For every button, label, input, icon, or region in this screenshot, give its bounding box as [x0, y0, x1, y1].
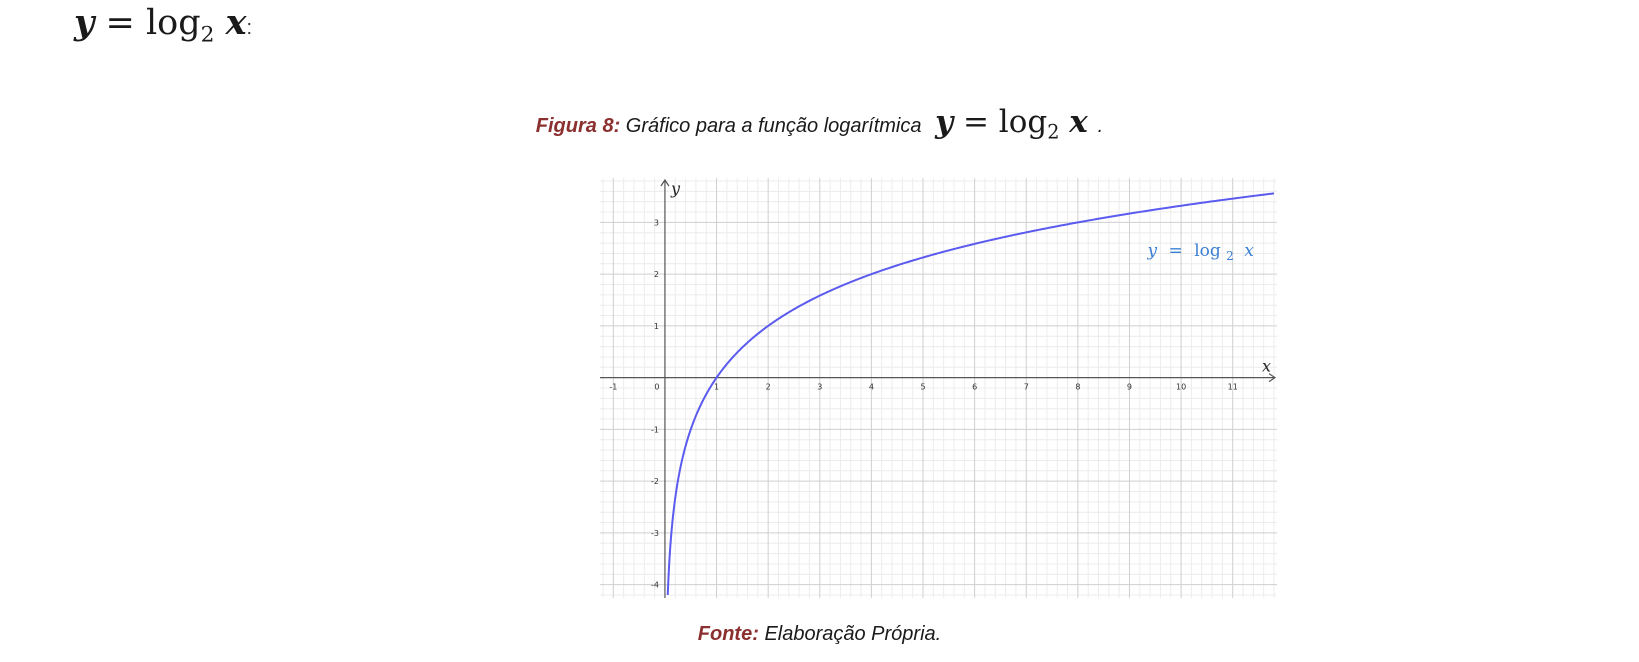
formula-colon: : [246, 17, 253, 39]
x-tick-label: -1 [609, 383, 617, 392]
x-tick-label: 6 [972, 383, 977, 392]
caption-formula-y: y [935, 104, 954, 140]
x-axis-label: x [1262, 357, 1271, 376]
x-tick-label: 1 [714, 383, 719, 392]
formula-base: 2 [200, 22, 215, 48]
caption-formula-base: 2 [1047, 120, 1060, 144]
y-tick-label: -2 [651, 477, 659, 486]
annotation-base: 2 [1226, 249, 1234, 263]
caption-formula-log: log [998, 104, 1048, 140]
annotation-x: x [1244, 241, 1254, 261]
figure-label: Figura 8: [535, 115, 621, 137]
x-axis-arrow [1268, 373, 1277, 383]
x-tick-labels: -1 0 1 2 3 4 5 6 7 8 9 10 11 [609, 383, 1237, 392]
caption-period: . [1097, 115, 1104, 137]
annotation-y: y [1147, 241, 1158, 261]
source-label: Fonte: [697, 623, 759, 645]
x-tick-label: 7 [1024, 383, 1029, 392]
y-tick-labels: -4 -3 -2 -1 1 2 3 [651, 218, 659, 589]
axes [600, 178, 1277, 598]
caption-formula: y = log2 x [935, 104, 1098, 144]
y-tick-label: 1 [654, 322, 659, 331]
grid-major [600, 178, 1277, 598]
y-tick-label: 2 [654, 270, 659, 279]
y-axis-label: y [670, 179, 681, 198]
formula-equals: = [105, 3, 135, 43]
figure-caption: Figura 8: Gráfico para a função logarítm… [0, 104, 1639, 144]
figure-caption-text: Gráfico para a função logarítmica [625, 115, 922, 137]
figure-source: Fonte: Elaboração Própria. [0, 623, 1639, 646]
log2-chart: -1 0 1 2 3 4 5 6 7 8 9 10 11 -4 -3 -2 -1 1 2 3 x y y = log… [600, 178, 1277, 598]
x-tick-label: 9 [1127, 383, 1132, 392]
intro-formula: y = log2 x: [74, 2, 252, 48]
x-tick-label: 10 [1176, 383, 1186, 392]
grid-minor [600, 178, 1277, 598]
x-tick-label: 4 [869, 383, 874, 392]
x-tick-label: 8 [1075, 383, 1080, 392]
x-tick-label: 2 [766, 383, 771, 392]
x-tick-label: 11 [1228, 383, 1238, 392]
y-tick-label: 3 [654, 218, 659, 227]
x-tick-label: 0 [654, 383, 659, 392]
y-axis-arrow [660, 178, 670, 187]
source-text: Elaboração Própria. [764, 623, 942, 645]
formula-variable-y: y [74, 2, 95, 43]
x-tick-label: 3 [817, 383, 822, 392]
formula-variable-x: x [225, 2, 247, 43]
curve-annotation: y = log 2 x [1147, 241, 1255, 265]
caption-formula-x: x [1069, 104, 1088, 140]
caption-formula-equals: = [962, 104, 989, 140]
y-tick-label: -3 [651, 529, 659, 538]
log2-curve [666, 192, 1275, 595]
annotation-log: log [1194, 241, 1221, 261]
y-tick-label: -4 [651, 581, 659, 590]
y-tick-label: -1 [651, 425, 659, 434]
formula-log: log [145, 3, 201, 43]
annotation-equals: = [1169, 241, 1183, 261]
x-tick-label: 5 [920, 383, 925, 392]
